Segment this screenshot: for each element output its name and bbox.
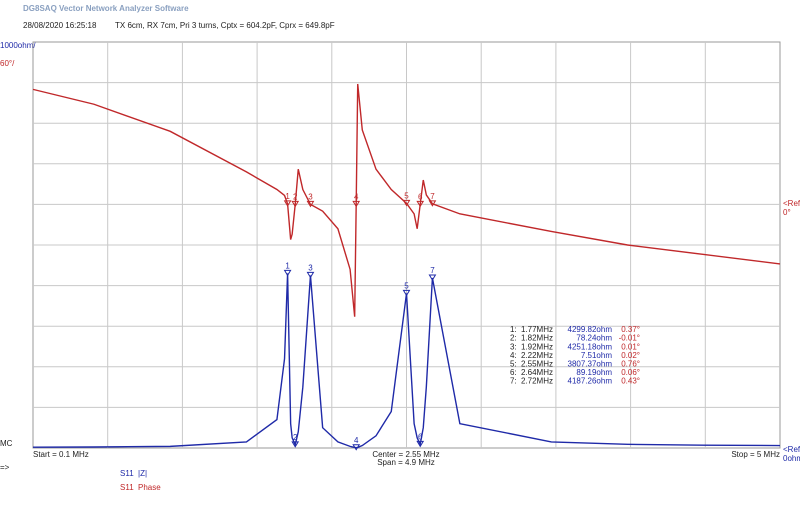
- marker-mag: [291, 441, 300, 448]
- start-label: Start = 0.1 MHz: [33, 450, 89, 459]
- marker-id: 2: [293, 433, 298, 442]
- stop-label: Stop = 5 MHz: [731, 450, 780, 459]
- marker-mag-value: 89.19ohm: [576, 368, 612, 377]
- marker-phase-value: 0.01°: [621, 342, 640, 351]
- marker-mag-value: 4251.18ohm: [568, 342, 613, 351]
- app-title: DG8SAQ Vector Network Analyzer Software: [23, 4, 189, 13]
- marker-id: 1: [285, 192, 290, 201]
- marker-freq: 1.77MHz: [521, 325, 553, 334]
- marker-mag-value: 78.24ohm: [576, 334, 612, 343]
- marker-row-label: 6:: [510, 368, 517, 377]
- marker-freq: 2.22MHz: [521, 351, 553, 360]
- marker-phase: [428, 200, 437, 207]
- marker-phase-value: -0.01°: [619, 334, 640, 343]
- marker-phase: [416, 200, 425, 208]
- mode: MC: [0, 439, 13, 448]
- marker-phase-value: 0.37°: [621, 325, 640, 334]
- marker-row-label: 4:: [510, 351, 517, 360]
- marker-id: 7: [430, 192, 435, 201]
- marker-mag-value: 3807.37ohm: [568, 360, 613, 369]
- marker-mag-value: 4299.82ohm: [568, 325, 613, 334]
- marker-mag: [416, 440, 425, 448]
- marker-id: 5: [404, 282, 409, 291]
- marker-phase: [283, 200, 292, 207]
- span-label: Span = 4.9 MHz: [377, 458, 435, 467]
- marker-freq: 2.72MHz: [521, 377, 553, 386]
- description: TX 6cm, RX 7cm, Pri 3 turns, Cptx = 604.…: [115, 21, 335, 30]
- marker-id: 3: [308, 264, 313, 273]
- trace-line: [32, 83, 781, 317]
- marker-row-label: 3:: [510, 342, 517, 351]
- marker-id: 4: [354, 192, 359, 201]
- marker-phase-value: 0.43°: [621, 377, 640, 386]
- legend-name: S11: [120, 469, 134, 478]
- marker-id: 5: [404, 191, 409, 200]
- marker-id: 4: [354, 436, 359, 445]
- marker-phase: [402, 199, 411, 207]
- marker-id: 7: [430, 266, 435, 275]
- center-label: Center = 2.55 MHz: [372, 450, 439, 459]
- marker-row-label: 2:: [510, 334, 517, 343]
- timestamp: 28/08/2020 16:25:18: [23, 21, 97, 30]
- marker-phase-value: 0.76°: [621, 360, 640, 369]
- ref1: <Ref1: [783, 445, 800, 454]
- legend-name: S11: [120, 483, 134, 492]
- marker-row-label: 5:: [510, 360, 517, 369]
- marker-id: 2: [293, 193, 298, 202]
- marker-freq: 1.82MHz: [521, 334, 553, 343]
- marker-phase-value: 0.06°: [621, 368, 640, 377]
- marker-phase: [291, 200, 300, 208]
- marker-id: 6: [418, 192, 423, 201]
- phase-scale: 60°/: [0, 59, 15, 68]
- marker-mag: [352, 444, 361, 451]
- marker-mag: [402, 289, 411, 297]
- marker-id: 6: [418, 432, 423, 441]
- marker-mag-value: 4187.26ohm: [568, 377, 613, 386]
- marker-freq: 2.64MHz: [521, 368, 553, 377]
- marker-id: 1: [285, 262, 290, 271]
- marker-freq: 1.92MHz: [521, 342, 553, 351]
- marker-phase: [306, 200, 315, 208]
- marker-phase-value: 0.02°: [621, 351, 640, 360]
- legend-trace: |Z|: [138, 469, 147, 478]
- marker-mag: [283, 269, 292, 277]
- legend-arrow: =>: [0, 463, 10, 472]
- marker-mag: [428, 274, 437, 281]
- marker-mag: [306, 271, 315, 279]
- ref2: <Ref2: [783, 199, 800, 208]
- ref1-value: 0ohm: [783, 454, 800, 463]
- marker-phase: [352, 200, 361, 208]
- legend-trace: Phase: [138, 483, 161, 492]
- marker-freq: 2.55MHz: [521, 360, 553, 369]
- marker-row-label: 1:: [510, 325, 517, 334]
- marker-row-label: 7:: [510, 377, 517, 386]
- mag-scale: 1000ohm/: [0, 41, 36, 50]
- marker-mag-value: 7.51ohm: [581, 351, 612, 360]
- marker-id: 3: [308, 192, 313, 201]
- ref2-value: 0°: [783, 208, 791, 217]
